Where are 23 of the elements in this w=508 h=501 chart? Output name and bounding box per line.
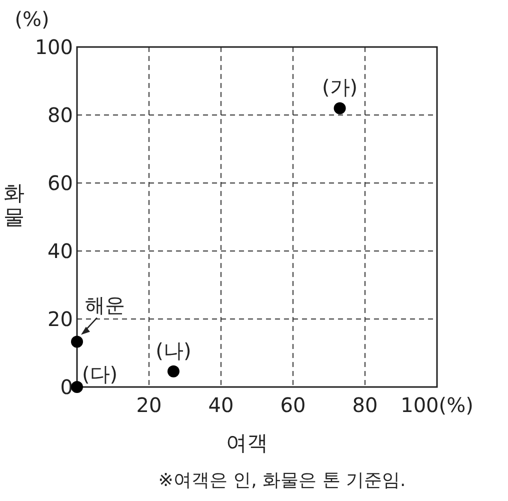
point [71,381,83,393]
annotation: (다) [82,362,118,386]
text: ※여객은 인, 화물은 톤 기준임. [158,470,406,491]
y-tick-label: 20 [48,307,73,331]
x-tick-label: 40 [208,393,234,417]
point [71,336,83,348]
y-tick-label: 100 [34,35,73,59]
x-tick-label: 100(%) [400,393,474,417]
point [167,365,180,378]
y-tick-label: 0 [60,375,73,399]
x-tick-label: 60 [280,393,306,417]
x-axis-title: 여객 [226,431,268,455]
text: (%) [14,7,50,31]
annotation: (나) [156,338,192,362]
y-axis-title: 화물 [4,181,24,229]
annotation: (가) [322,75,358,100]
x-tick-label: 80 [352,393,378,417]
y-tick-label: 80 [48,103,73,127]
annotation: 해운 [85,292,125,317]
y-tick-label: 40 [48,239,73,263]
x-tick-label: 20 [136,393,162,417]
y-tick-label: 60 [48,171,73,195]
point [334,102,346,114]
